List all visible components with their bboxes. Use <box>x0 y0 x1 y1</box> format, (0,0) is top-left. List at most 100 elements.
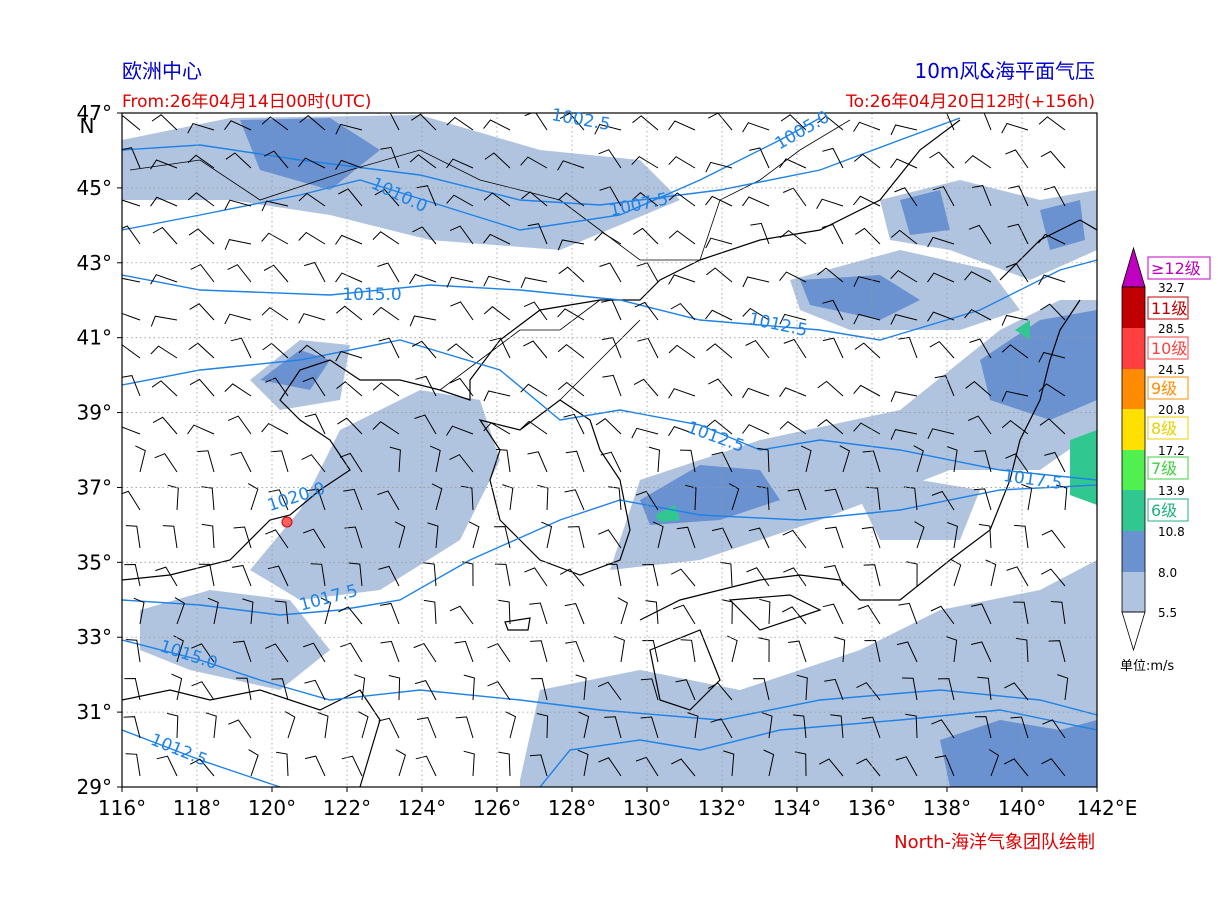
wind-barb <box>344 526 363 549</box>
class-label: 7级 <box>1151 459 1177 478</box>
wind-barb <box>171 673 183 701</box>
wind-barb <box>527 223 548 245</box>
lon-tick-label: 132° <box>698 796 746 820</box>
wind-barb <box>974 716 992 739</box>
isobars <box>122 117 1097 787</box>
lat-tick-label: 29° <box>77 775 112 799</box>
wind-barb <box>232 640 252 663</box>
wind-barb <box>230 337 252 359</box>
lat-tick-label: 35° <box>77 550 112 574</box>
wind-barb <box>705 237 733 249</box>
wind-barb <box>227 264 252 283</box>
wind-barb <box>527 451 548 473</box>
wind-barb <box>152 416 178 435</box>
wind-barb <box>187 192 215 207</box>
wind-barb <box>156 755 178 777</box>
from-time: From:26年04月14日00时(UTC) <box>122 92 371 112</box>
wind-barb <box>450 301 474 321</box>
lon-tick-label: 116° <box>98 796 146 820</box>
wind-barb <box>558 266 585 283</box>
wind-barb <box>303 528 326 549</box>
wind-barb <box>640 678 659 701</box>
wind-barb <box>265 377 289 397</box>
wind-barb <box>378 565 400 587</box>
wind-barb <box>233 526 252 549</box>
wind-barb <box>227 415 252 435</box>
wind-barb <box>135 445 146 473</box>
wind-barb <box>676 526 696 549</box>
wind-barb <box>779 421 807 435</box>
wind-barb <box>853 422 881 435</box>
wind-barb <box>864 639 881 663</box>
wind-barb <box>779 271 807 283</box>
wind-barb <box>706 267 733 283</box>
wind-barb <box>1001 122 1029 134</box>
wind-barb <box>896 641 918 663</box>
wind-barb <box>563 413 585 435</box>
wind-barb <box>150 159 178 170</box>
wind-barb <box>708 378 733 397</box>
wind-barb <box>748 527 770 549</box>
wind-barb <box>927 428 955 440</box>
wind-barb <box>564 489 585 511</box>
wind-barb <box>166 712 179 739</box>
wind-barb <box>449 225 474 245</box>
wind-barb <box>817 267 844 283</box>
wind-barb <box>796 674 808 701</box>
wind-barb <box>416 717 437 739</box>
wind-barb <box>378 113 400 131</box>
lat-tick-label: 37° <box>77 475 112 499</box>
wind-barb <box>537 484 549 511</box>
wind-barb <box>298 157 326 169</box>
wind-barb <box>1038 274 1066 285</box>
wind-barb <box>633 378 659 397</box>
wind-barb <box>520 277 548 288</box>
wind-barb <box>861 716 881 739</box>
wind-barb <box>973 488 992 511</box>
wind-barb <box>823 565 844 587</box>
wind-barb <box>946 636 958 663</box>
wind-barb <box>122 375 141 397</box>
lat-tick-label: 39° <box>77 401 112 425</box>
map-frame <box>121 112 1098 788</box>
wind-barb <box>788 640 807 663</box>
wind-barb <box>409 154 437 169</box>
wind-barb <box>617 597 628 625</box>
wind-barb <box>1038 116 1066 131</box>
borders <box>129 119 851 401</box>
wind-barb <box>1006 566 1029 587</box>
wind-barb <box>343 488 363 511</box>
wind-barb <box>668 192 696 207</box>
wind-barb <box>125 753 141 777</box>
wind-barb <box>224 239 252 250</box>
wind-barb <box>167 484 179 511</box>
wind-barb <box>1057 674 1069 701</box>
wind-barb <box>423 562 437 587</box>
wind-barb <box>985 559 997 587</box>
wind-barb <box>151 380 178 397</box>
wind-barb <box>377 490 400 511</box>
wind-barb <box>687 712 699 739</box>
class-box <box>1147 416 1189 440</box>
wind-barb <box>670 302 696 321</box>
colorbar-level: 13.9 <box>1158 484 1185 498</box>
wind-barb <box>523 340 548 359</box>
wind-barb <box>929 340 955 359</box>
wind-barb <box>524 113 548 131</box>
wind-barb <box>372 382 400 397</box>
wind-barb <box>670 568 696 587</box>
wind-barb <box>927 311 955 322</box>
wind-barb <box>969 338 992 359</box>
wind-barb <box>894 187 918 207</box>
wind-barb <box>819 758 844 777</box>
wind-barb <box>446 158 474 169</box>
wind-barb <box>600 451 622 473</box>
wind-barb <box>274 600 289 625</box>
wind-barb <box>930 605 955 625</box>
wind-barb <box>1001 314 1029 326</box>
colorbar: 单位:m/s 32.7 28.5 24.5 20.8 17.2 13.9 10.8 8.0 5.… <box>1120 246 1211 674</box>
wind-barb <box>339 452 363 473</box>
wind-barb <box>856 682 881 701</box>
wind-barb <box>898 602 918 625</box>
wind-barb <box>524 567 548 587</box>
